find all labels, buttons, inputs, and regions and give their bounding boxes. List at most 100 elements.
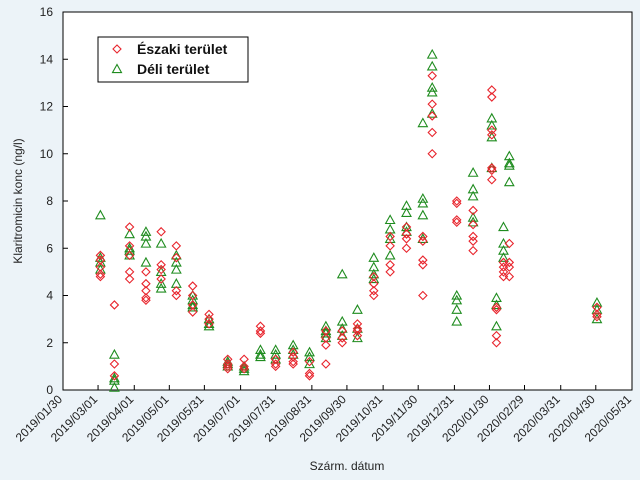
diamond-point bbox=[385, 260, 395, 270]
diamond-point bbox=[385, 241, 395, 251]
diamond-point bbox=[504, 262, 515, 272]
y-tick-label: 10 bbox=[40, 147, 54, 161]
triangle-point bbox=[255, 351, 266, 362]
diamond-point bbox=[321, 340, 331, 350]
y-tick-label: 0 bbox=[46, 383, 53, 397]
diamond-point bbox=[222, 359, 233, 369]
diamond-point bbox=[95, 271, 106, 282]
diamond-point bbox=[487, 125, 497, 135]
diamond-point bbox=[222, 361, 233, 372]
x-axis-title: Szárm. dátum bbox=[310, 459, 385, 473]
diamond-point bbox=[352, 323, 363, 334]
diamond-point bbox=[401, 229, 412, 239]
diamond-point bbox=[385, 267, 395, 277]
triangle-point bbox=[124, 228, 136, 239]
triangle-point bbox=[417, 117, 429, 128]
diamond-point bbox=[255, 326, 266, 336]
triangle-point bbox=[270, 348, 282, 359]
y-tick-label: 14 bbox=[40, 52, 54, 66]
diamond-point bbox=[270, 359, 281, 369]
diamond-point bbox=[337, 326, 348, 336]
diamond-point bbox=[109, 371, 120, 381]
triangle-point bbox=[417, 197, 429, 208]
diamond-point bbox=[171, 252, 182, 263]
triangle-point bbox=[451, 289, 463, 300]
legend-label: Déli terület bbox=[137, 61, 210, 77]
triangle-point bbox=[426, 81, 438, 92]
diamond-point bbox=[352, 319, 363, 329]
diamond-point bbox=[95, 255, 106, 265]
legend-marker-triangle bbox=[111, 63, 123, 74]
triangle-point bbox=[426, 107, 438, 118]
diamond-point bbox=[418, 255, 428, 265]
y-tick-label: 16 bbox=[40, 5, 54, 19]
series-diamond bbox=[95, 71, 602, 381]
triangle-point bbox=[401, 207, 412, 217]
diamond-point bbox=[187, 290, 198, 301]
diamond-point bbox=[95, 262, 106, 272]
diamond-point bbox=[156, 274, 166, 284]
triangle-point bbox=[140, 256, 152, 267]
triangle-point bbox=[467, 216, 479, 227]
triangle-point bbox=[467, 167, 479, 177]
triangle-point bbox=[426, 60, 438, 71]
y-axis-title: Klaritromicin konc (ng/l) bbox=[11, 138, 25, 263]
y-tick-label: 8 bbox=[46, 194, 53, 208]
diamond-point bbox=[592, 311, 602, 322]
diamond-point bbox=[141, 293, 151, 303]
diamond-point bbox=[239, 363, 249, 374]
diamond-point bbox=[255, 328, 266, 339]
triangle-point bbox=[491, 299, 502, 310]
diamond-point bbox=[124, 274, 135, 284]
diamond-point bbox=[369, 290, 379, 301]
diamond-point bbox=[592, 309, 602, 320]
diamond-point bbox=[385, 231, 395, 242]
diamond-point bbox=[369, 285, 379, 296]
diamond-point bbox=[124, 222, 135, 232]
diamond-point bbox=[468, 231, 478, 242]
triangle-point bbox=[255, 348, 266, 359]
triangle-point bbox=[270, 344, 282, 354]
legend-box bbox=[97, 36, 249, 83]
diamond-point bbox=[498, 267, 509, 277]
diamond-point bbox=[222, 363, 233, 374]
diamond-point bbox=[369, 271, 379, 282]
diamond-point bbox=[504, 271, 515, 282]
diamond-point bbox=[487, 163, 497, 173]
diamond-point bbox=[491, 330, 502, 341]
triangle-point bbox=[155, 237, 167, 248]
diamond-point bbox=[156, 264, 166, 275]
triangle-point bbox=[108, 348, 120, 359]
diamond-point bbox=[124, 267, 135, 277]
diamond-point bbox=[124, 250, 135, 261]
diamond-point bbox=[288, 356, 298, 367]
diamond-point bbox=[352, 326, 363, 336]
diamond-point bbox=[321, 326, 331, 336]
diamond-point bbox=[95, 269, 106, 280]
diamond-point bbox=[451, 217, 462, 228]
triangle-point bbox=[417, 209, 429, 220]
diamond-point bbox=[304, 371, 315, 381]
diamond-point bbox=[321, 359, 331, 369]
triangle-point bbox=[108, 382, 120, 392]
diamond-point bbox=[451, 215, 462, 225]
diamond-point bbox=[321, 333, 331, 343]
triangle-point bbox=[498, 252, 509, 262]
triangle-point bbox=[503, 157, 515, 168]
triangle-point bbox=[426, 86, 438, 97]
triangle-point bbox=[417, 193, 429, 203]
diamond-point bbox=[239, 354, 249, 365]
diamond-point bbox=[337, 337, 348, 348]
y-tick-label: 6 bbox=[46, 241, 53, 255]
diamond-point bbox=[491, 304, 502, 315]
diamond-point bbox=[592, 302, 602, 313]
triangle-point bbox=[336, 268, 348, 279]
diamond-point bbox=[171, 290, 182, 301]
diamond-point bbox=[270, 354, 281, 365]
triangle-point bbox=[451, 304, 463, 314]
diamond-point bbox=[337, 333, 348, 343]
triangle-point bbox=[498, 221, 509, 232]
legend-label: Északi terület bbox=[137, 41, 228, 57]
diamond-point bbox=[124, 241, 135, 251]
